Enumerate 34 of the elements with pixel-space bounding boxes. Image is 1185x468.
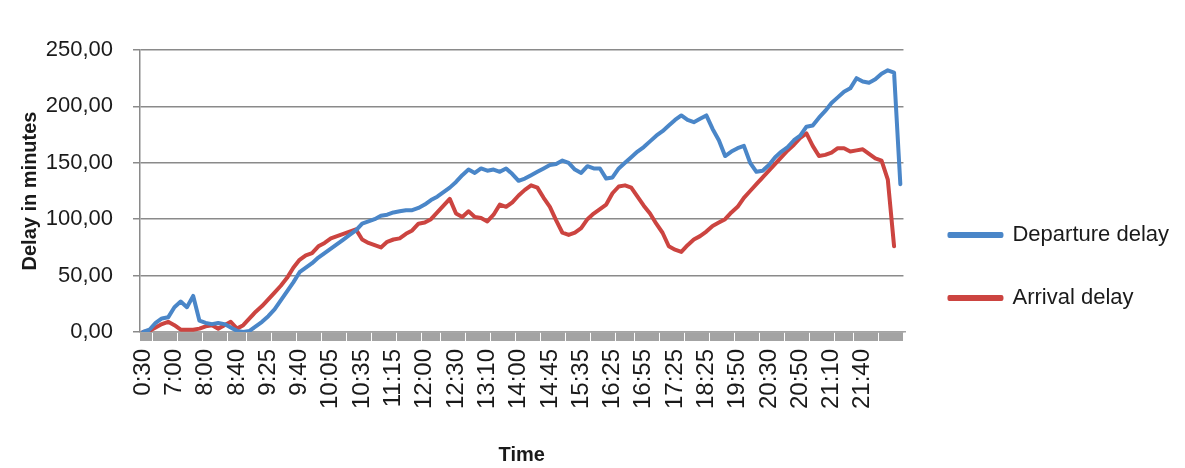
x-tick-label: 9:25 (252, 349, 280, 396)
x-tick-label: 12:00 (409, 349, 437, 410)
y-tick-label: 150,00 (45, 148, 113, 174)
x-tick-label: 19:50 (722, 349, 750, 410)
x-tick-label: 0:30 (127, 349, 155, 396)
x-tick-label: 8:40 (221, 349, 249, 396)
x-tick-label: 7:00 (159, 349, 187, 396)
x-tick-label: 16:25 (597, 349, 625, 410)
x-tick-label: 12:30 (440, 349, 468, 410)
x-tick-label: 10:05 (315, 349, 343, 410)
x-tick-label: 14:00 (503, 349, 531, 410)
y-tick-label: 0,00 (70, 318, 113, 344)
x-tick-label: 20:30 (753, 349, 781, 410)
x-tick-label: 10:35 (346, 349, 374, 410)
x-tick-label: 17:25 (659, 349, 687, 410)
legend-label: Departure delay (1012, 221, 1170, 247)
y-tick-label: 200,00 (45, 92, 113, 118)
x-axis-title: Time (498, 442, 545, 465)
x-tick-label: 11:15 (378, 349, 406, 408)
x-tick-label: 8:00 (190, 349, 218, 396)
x-tick-label: 21:10 (816, 349, 844, 410)
y-tick-label: 50,00 (57, 261, 113, 287)
x-tick-label: 21:40 (847, 349, 875, 410)
x-tick-label: 9:40 (284, 349, 312, 396)
x-tick-label: 20:50 (784, 349, 812, 410)
x-tick-label: 13:10 (471, 349, 499, 410)
y-axis-title: Delay in minutes (17, 111, 40, 271)
x-tick-label: 18:25 (690, 349, 718, 410)
legend-label: Arrival delay (1012, 284, 1134, 310)
x-tick-label: 14:45 (534, 349, 562, 410)
x-tick-label: 16:55 (628, 349, 656, 410)
x-tick-label: 15:35 (565, 349, 593, 410)
y-tick-label: 100,00 (45, 205, 113, 231)
y-tick-label: 250,00 (45, 36, 113, 62)
